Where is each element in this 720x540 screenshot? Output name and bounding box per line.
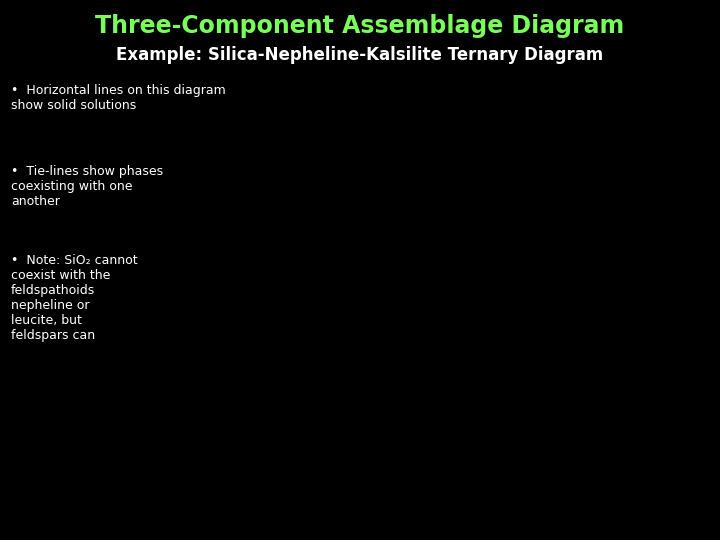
Text: 0: 0 <box>305 466 311 475</box>
Text: 100: 100 <box>449 161 467 170</box>
Text: •  Horizontal lines on this diagram
show solid solutions: • Horizontal lines on this diagram show … <box>11 84 225 112</box>
Text: •  Tie-lines show phases
coexisting with one
another: • Tie-lines show phases coexisting with … <box>11 165 163 208</box>
Text: 90: 90 <box>438 190 450 199</box>
Text: *NaAlSi₂O₆
Jadeite: *NaAlSi₂O₆ Jadeite <box>313 299 369 321</box>
Text: 40: 40 <box>356 334 366 343</box>
Text: 30: 30 <box>402 466 414 475</box>
Text: 50: 50 <box>372 306 384 315</box>
Text: 10: 10 <box>336 466 348 475</box>
Text: Three-Component Assemblage Diagram: Three-Component Assemblage Diagram <box>95 14 625 37</box>
Text: mol% ternary
assemblage
diagram: mol% ternary assemblage diagram <box>665 194 720 228</box>
Text: 70: 70 <box>405 248 417 257</box>
Text: KAlSiO₄
Kalsilite: KAlSiO₄ Kalsilite <box>630 473 674 495</box>
Text: 60: 60 <box>389 276 400 286</box>
Text: •  Note: SiO₂ cannot
coexist with the
feldspathoids
nepheline or
leucite, but
fe: • Note: SiO₂ cannot coexist with the fel… <box>11 254 138 342</box>
Text: 1000 °C: 1000 °C <box>665 298 720 311</box>
Text: 20: 20 <box>369 466 381 475</box>
Text: Fig 11.12 from Klein, 23ⁿᵈ Ed, p. 260: Fig 11.12 from Klein, 23ⁿᵈ Ed, p. 260 <box>381 483 570 493</box>
Text: NaAlSiO₄
Nepheline: NaAlSiO₄ Nepheline <box>270 473 327 495</box>
Text: 30: 30 <box>338 363 350 373</box>
Text: 80: 80 <box>570 466 581 475</box>
Text: 40: 40 <box>436 466 448 475</box>
Text: KAlSi₃O₈
Orthoclase: KAlSi₃O₈ Orthoclase <box>547 234 604 255</box>
Text: 20: 20 <box>322 392 333 401</box>
Text: Example: Silica-Nepheline-Kalsilite Ternary Diagram: Example: Silica-Nepheline-Kalsilite Tern… <box>117 46 603 64</box>
Text: NaAlSi₃O₈
Albite: NaAlSi₃O₈ Albite <box>346 234 396 255</box>
Text: 60: 60 <box>503 466 514 475</box>
Text: 70: 70 <box>536 466 548 475</box>
Text: 10: 10 <box>305 421 317 430</box>
Text: SiO₂
Tridymite: SiO₂ Tridymite <box>449 136 501 157</box>
Text: 50: 50 <box>469 466 481 475</box>
Text: 100: 100 <box>634 466 651 475</box>
Text: 90: 90 <box>603 466 614 475</box>
Text: 0: 0 <box>294 450 300 459</box>
Text: 80: 80 <box>422 219 433 228</box>
Text: KAlSi₂O₆
Leucite: KAlSi₂O₆ Leucite <box>575 299 618 321</box>
